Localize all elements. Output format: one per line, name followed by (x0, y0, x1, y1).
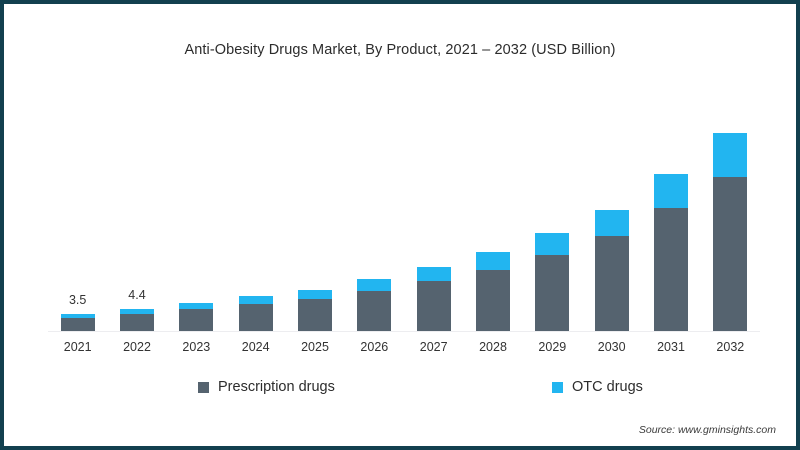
bar-value-label-2022: 4.4 (128, 288, 146, 303)
bar-segment-otc-drugs-2030[interactable] (594, 209, 629, 237)
legend-swatch-icon-prescription-drugs (198, 381, 209, 393)
bar-stack (416, 266, 451, 332)
x-tick-2032: 2032 (716, 340, 745, 354)
x-tick-2029: 2029 (538, 340, 567, 354)
bar-segment-prescription-drugs-2021[interactable] (60, 317, 95, 332)
bar-segment-otc-drugs-2023[interactable] (179, 302, 214, 309)
bar-segment-otc-drugs-2026[interactable] (357, 279, 392, 291)
bar-segment-otc-drugs-2024[interactable] (238, 296, 273, 305)
bar-stack (238, 296, 273, 332)
legend-item-otc-drugs[interactable]: OTC drugs (552, 376, 643, 398)
x-axis-line (48, 331, 760, 332)
bar-stack (535, 232, 570, 332)
bar-segment-prescription-drugs-2023[interactable] (179, 308, 214, 332)
bar-segment-prescription-drugs-2024[interactable] (238, 304, 273, 332)
legend-label-prescription-drugs: Prescription drugs (218, 379, 335, 395)
legend-swatch-icon-otc-drugs (552, 381, 563, 393)
x-tick-2028: 2028 (479, 340, 507, 354)
bar-segment-otc-drugs-2028[interactable] (476, 252, 510, 270)
chart-title: Anti-Obesity Drugs Market, By Product, 2… (184, 42, 616, 58)
x-tick-2027: 2027 (419, 340, 448, 354)
legend-item-prescription-drugs[interactable]: Prescription drugs (198, 376, 335, 398)
bar-segment-prescription-drugs-2031[interactable] (654, 208, 688, 332)
chart-legend: Prescription drugs OTC drugs (4, 376, 796, 400)
bar-stack (120, 309, 154, 332)
x-tick-2021: 2021 (63, 340, 92, 354)
legend-label-otc-drugs: OTC drugs (572, 379, 643, 395)
bar-stack (654, 174, 688, 332)
bar-segment-otc-drugs-2032[interactable] (713, 133, 748, 177)
bar-segment-prescription-drugs-2025[interactable] (298, 299, 332, 332)
x-axis-tick-labels: 2021 2022 2023 2024 2025 2026 2027 2028 2029 2030… (48, 340, 760, 360)
bar-segment-prescription-drugs-2026[interactable] (357, 290, 392, 332)
bar-segment-prescription-drugs-2032[interactable] (713, 177, 748, 332)
bar-stack (357, 279, 392, 332)
bar-segment-otc-drugs-2025[interactable] (298, 289, 332, 300)
bar-stack (298, 289, 332, 332)
bar-stack (713, 133, 748, 332)
bar-segment-prescription-drugs-2030[interactable] (594, 236, 629, 332)
chart-canvas: Anti-Obesity Drugs Market, By Product, 2… (4, 4, 796, 446)
bar-stack (179, 302, 214, 332)
bar-segment-otc-drugs-2031[interactable] (654, 174, 688, 208)
source-attribution: Source: www.gminsights.com (638, 424, 776, 436)
bar-segment-prescription-drugs-2029[interactable] (535, 254, 570, 332)
x-tick-2031: 2031 (657, 340, 685, 354)
x-tick-2026: 2026 (360, 340, 389, 354)
x-tick-2023: 2023 (182, 340, 211, 354)
x-tick-2030: 2030 (597, 340, 626, 354)
plot-area: 3.5 4.4 (48, 84, 760, 332)
x-tick-2025: 2025 (301, 340, 329, 354)
bar-segment-otc-drugs-2022[interactable] (120, 309, 154, 314)
x-tick-2024: 2024 (241, 340, 270, 354)
bar-stack (594, 209, 629, 332)
bar-value-label-2021: 3.5 (68, 292, 87, 307)
bar-segment-otc-drugs-2021[interactable] (60, 313, 95, 318)
bar-segment-otc-drugs-2029[interactable] (535, 232, 570, 255)
bar-segment-prescription-drugs-2022[interactable] (120, 313, 154, 332)
x-tick-2022: 2022 (123, 340, 151, 354)
bar-stack (476, 252, 510, 332)
bar-segment-otc-drugs-2027[interactable] (416, 266, 451, 282)
bar-segment-prescription-drugs-2027[interactable] (416, 281, 451, 332)
bar-segment-prescription-drugs-2028[interactable] (476, 270, 510, 332)
bar-stack (60, 313, 95, 332)
